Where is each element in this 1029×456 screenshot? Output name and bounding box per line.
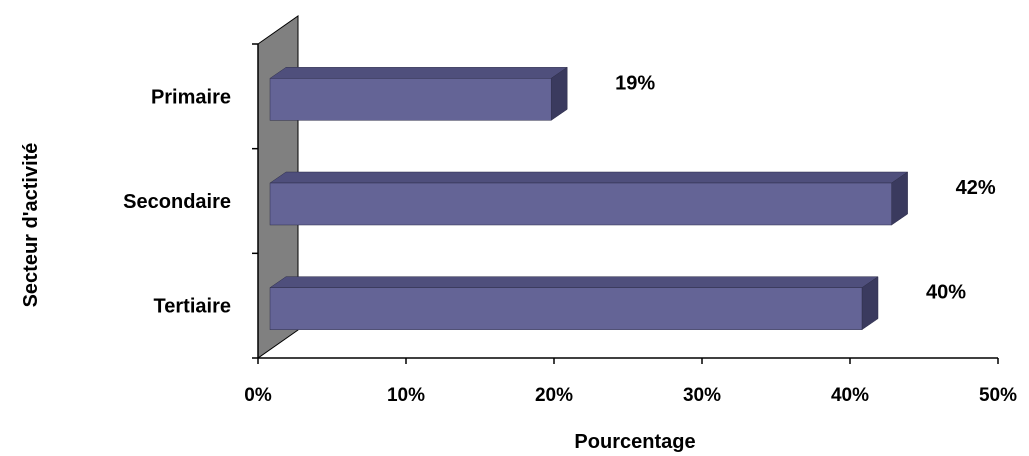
bar-top-face (269, 276, 879, 288)
x-tick-label: 20% (535, 385, 573, 406)
x-tick-label: 10% (387, 385, 425, 406)
bar-tertiaire (269, 276, 879, 331)
bar-secondaire (269, 171, 909, 226)
x-tick-label: 0% (244, 385, 272, 406)
bar-top-face (269, 171, 909, 184)
bar-top-face (269, 67, 569, 79)
data-label: 40% (926, 282, 966, 304)
x-tick-label: 40% (831, 385, 869, 406)
bar-front-face (269, 78, 552, 121)
x-tick-label: 30% (683, 385, 721, 406)
category-label: Tertiaire (154, 296, 231, 318)
data-label: 19% (615, 72, 655, 94)
x-tick-label: 50% (979, 385, 1017, 406)
bar-front-face (269, 287, 863, 330)
y-axis-title: Secteur d'activité (20, 143, 42, 308)
bar-front-face (269, 182, 892, 226)
bar-primaire (269, 66, 569, 121)
data-label: 42% (956, 177, 996, 199)
category-label: Primaire (151, 86, 231, 108)
x-axis-title: Pourcentage (574, 431, 695, 453)
category-label: Secondaire (123, 191, 231, 213)
